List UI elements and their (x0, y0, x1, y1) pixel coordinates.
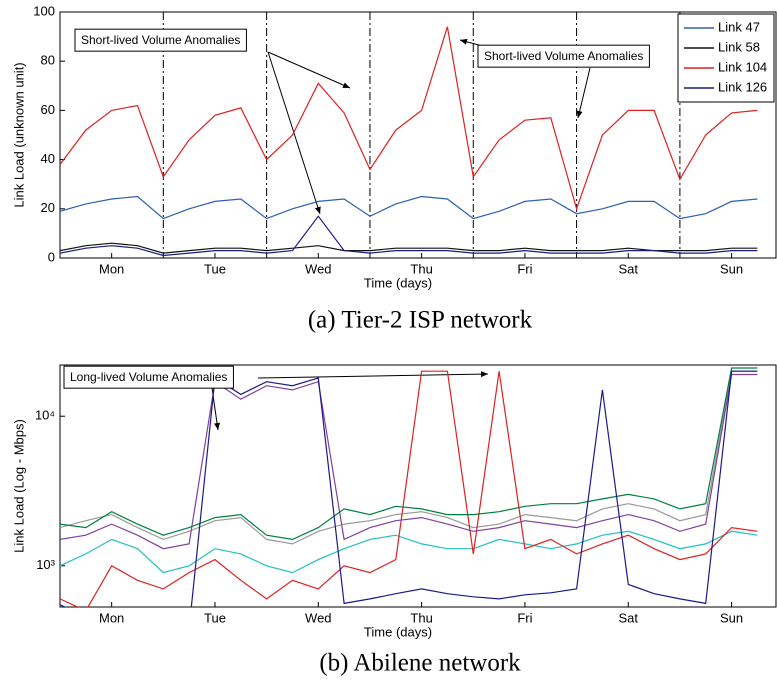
series-line (60, 195, 758, 220)
caption: (a) Tier-2 ISP network (308, 307, 533, 334)
y-tick-label: 80 (41, 53, 55, 68)
y-tick-label: 0 (48, 249, 55, 264)
y-tick-label: 100 (33, 3, 55, 18)
x-tick-label: Mon (99, 610, 124, 625)
series-line (60, 370, 758, 607)
series-line (60, 215, 758, 257)
series-line (60, 367, 758, 541)
legend-label: Link 47 (718, 19, 760, 34)
annotation-box (74, 28, 247, 52)
series-line (60, 370, 758, 545)
x-tick-label: Fri (517, 610, 532, 625)
y-axis-label: Link Load (unknown unit) (11, 62, 26, 207)
series-line (60, 26, 758, 211)
x-tick-label: Sat (618, 261, 638, 276)
series-group (60, 367, 758, 607)
series-line (60, 530, 758, 574)
x-tick-label: Sun (720, 610, 743, 625)
legend-label: Link 126 (718, 79, 767, 94)
annotation: Short-lived Volume Anomalies (484, 49, 643, 63)
x-tick-label: Wed (305, 261, 332, 276)
x-tick-label: Fri (517, 261, 532, 276)
x-tick-label: Thu (410, 261, 432, 276)
annotation-arrows (211, 38, 591, 431)
plot-frame (59, 11, 777, 259)
legend-label: Link 58 (718, 39, 760, 54)
legend-label: Link 104 (718, 59, 767, 74)
annotation-box (63, 365, 234, 389)
y-tick-label: 10³ (36, 557, 55, 572)
annotation-box (477, 44, 650, 68)
plot-frame (59, 364, 777, 608)
series-line (60, 370, 758, 607)
y-tick-label: 40 (41, 151, 55, 166)
y-tick-label: 20 (41, 200, 55, 215)
series-line (60, 373, 758, 550)
annotation: Long-lived Volume Anomalies (70, 370, 227, 384)
y-tick-label: 60 (41, 102, 55, 117)
x-tick-label: Tue (204, 261, 226, 276)
y-axis-label: Link Load (Log - Mbps) (11, 419, 26, 553)
x-tick-label: Mon (99, 261, 124, 276)
annotation: Short-lived Volume Anomalies (81, 33, 240, 47)
series-group (60, 26, 758, 257)
caption: (b) Abilene network (319, 650, 521, 677)
x-tick-label: Thu (410, 610, 432, 625)
y-tick-label: 10⁴ (35, 408, 55, 423)
x-axis-label: Time (days) (364, 624, 432, 639)
x-tick-label: Sat (618, 610, 638, 625)
x-tick-label: Sun (720, 261, 743, 276)
x-axis-label: Time (days) (364, 275, 432, 290)
series-line (60, 242, 758, 254)
x-tick-label: Wed (305, 610, 332, 625)
x-tick-label: Tue (204, 610, 226, 625)
